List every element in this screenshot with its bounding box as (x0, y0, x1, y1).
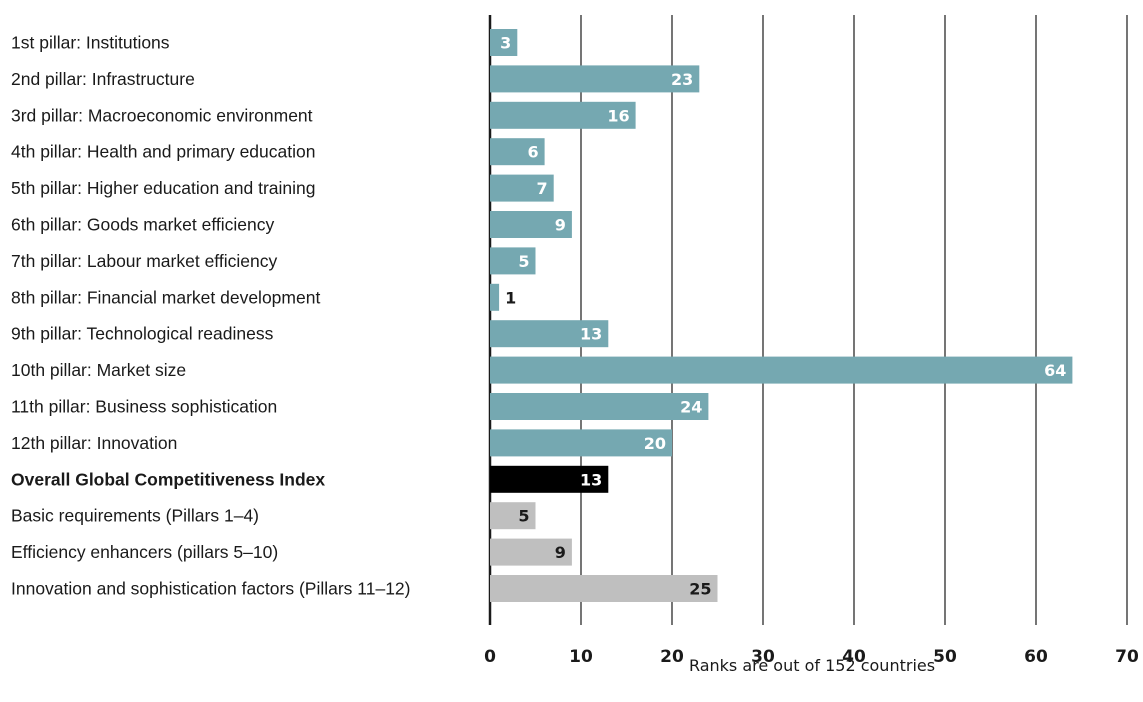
bar-value-label: 5 (518, 507, 529, 526)
bar (490, 356, 1073, 384)
bar (490, 502, 536, 530)
x-tick-label: 30 (751, 647, 775, 667)
category-label: Innovation and sophistication factors (P… (11, 579, 410, 599)
bar-value-label: 16 (607, 106, 629, 125)
x-tick-label: 50 (933, 647, 957, 667)
category-label: 1st pillar: Institutions (11, 33, 170, 53)
bar (490, 65, 700, 93)
bar (490, 320, 609, 348)
bar-value-label: 3 (500, 34, 511, 53)
category-labels: 1st pillar: Institutions 2nd pillar: Infr… (11, 33, 410, 599)
bar-value-label: 7 (537, 179, 548, 198)
bar (490, 393, 709, 420)
bar-value-label: 9 (555, 216, 566, 235)
bar (490, 174, 554, 202)
bar-value-label: 6 (527, 143, 538, 162)
category-label: 9th pillar: Technological readiness (11, 324, 274, 344)
bar (490, 211, 572, 238)
category-label: 8th pillar: Financial market development (11, 287, 320, 307)
x-tick-labels: 0 10 20 30 40 50 60 70 (484, 647, 1139, 667)
bar-value-label: 23 (671, 70, 693, 89)
bar (490, 429, 672, 457)
x-tick-label: 70 (1115, 647, 1139, 667)
category-label: 10th pillar: Market size (11, 360, 186, 380)
category-label: 2nd pillar: Infrastructure (11, 69, 195, 89)
category-label: 5th pillar: Higher education and trainin… (11, 178, 316, 198)
bar-value-label: 1 (505, 288, 516, 307)
x-tick-label: 60 (1024, 647, 1048, 667)
bar (490, 283, 500, 311)
bar (490, 247, 536, 275)
bar (490, 538, 572, 566)
bar (490, 101, 636, 129)
x-tick-label: 0 (484, 647, 496, 667)
bar-value-label: 64 (1044, 361, 1066, 380)
category-label: 3rd pillar: Macroeconomic environment (11, 105, 313, 125)
category-label: 11th pillar: Business sophistication (11, 397, 277, 417)
category-label: Efficiency enhancers (pillars 5–10) (11, 542, 278, 562)
bar-value-label: 5 (518, 252, 529, 271)
category-label: Overall Global Competitiveness Index (11, 469, 325, 489)
bar (490, 575, 718, 602)
x-tick-label: 10 (569, 647, 593, 667)
category-label: 4th pillar: Health and primary education (11, 142, 315, 162)
bar-value-label: 24 (680, 398, 702, 417)
bar-value-label: 13 (580, 325, 602, 344)
bar-value-label: 13 (580, 470, 602, 489)
category-label: 7th pillar: Labour market efficiency (11, 251, 277, 271)
x-axis-title: Ranks are out of 152 countries (689, 656, 935, 675)
bar (490, 465, 609, 493)
category-label: Basic requirements (Pillars 1–4) (11, 506, 259, 526)
bar-value-label: 9 (555, 543, 566, 562)
bar (490, 29, 518, 56)
x-tick-label: 40 (842, 647, 866, 667)
x-tick-label: 20 (660, 647, 684, 667)
category-label: 12th pillar: Innovation (11, 433, 177, 453)
bar (490, 138, 545, 166)
bar-value-label: 20 (644, 434, 666, 453)
bar-value-label: 25 (689, 580, 711, 599)
category-label: 6th pillar: Goods market efficiency (11, 215, 275, 235)
